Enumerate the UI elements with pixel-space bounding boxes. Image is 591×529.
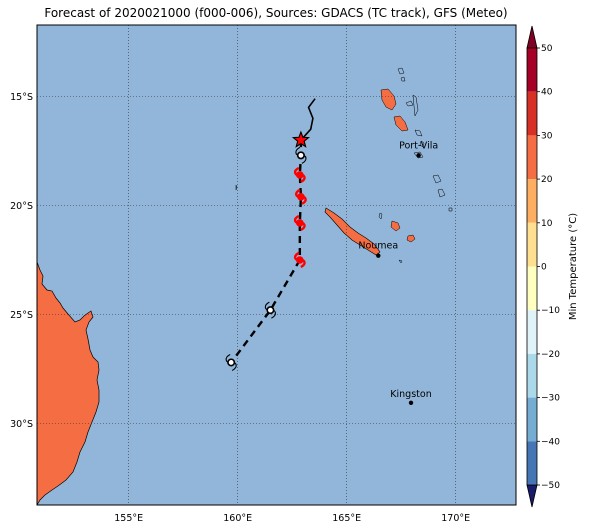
colorbar-band [527,266,537,311]
place-label-noumea: Noumea [358,241,398,252]
current-position-star-icon[interactable] [291,130,311,148]
colorbar-tick-label: −30 [541,394,560,404]
island-small-7 [432,174,442,184]
ocean-background [37,25,516,505]
colorbar-band [527,353,537,398]
land-new-caledonia [324,207,381,256]
colorbar-tick-label: 0 [541,263,547,273]
lat-tick-label: 15°S [10,92,33,103]
lon-tick-label: 165°E [332,513,361,524]
lat-tick-label: 30°S [10,419,33,430]
lat-tick-label: 25°S [10,310,33,321]
island-small-11 [378,212,383,220]
colorbar-extend-top [526,25,538,49]
observed-track-line [300,98,316,141]
forecast-point-marker[interactable] [225,353,237,371]
colorbar-tick-label: 40 [541,88,553,98]
colorbar-tick-label: −20 [541,350,560,360]
figure-title: Forecast of 2020021000 (f000-006), Sourc… [44,6,508,20]
place-label-kingston: Kingston [390,389,431,400]
colorbar-band [527,48,537,92]
island-small-8 [437,188,446,198]
lon-tick-label: 155°E [114,513,143,524]
colorbar-tick-label: 50 [541,44,553,54]
colorbar-tick-label: −40 [541,437,560,447]
island-small-6 [419,140,425,148]
lon-tick-label: 170°E [441,513,470,524]
colorbar: 50 40 30 20 10 0 −10 −20 −30 −40 −50 Min Temperatur… [526,25,579,508]
forecast-point-marker[interactable] [293,214,306,232]
colorbar-band [527,135,537,180]
forecast-point-marker[interactable] [264,301,276,319]
island-loyalty-2 [406,234,416,243]
island-malakula [393,115,409,132]
island-small-3 [405,100,414,107]
land-australia [37,261,100,505]
map-panel[interactable]: Port-Vila Noumea Kingston [36,24,517,506]
island-small-9 [448,207,453,212]
colorbar-band [527,179,537,223]
island-small-1 [397,67,405,75]
lat-tick-label: 20°S [10,201,33,212]
colorbar-band [527,310,537,354]
gridlines [37,25,516,505]
map-frame [36,24,517,506]
colorbar-band [527,91,537,136]
forecast-point-marker[interactable] [295,188,307,205]
colorbar-label: Min Temperature (°C) [568,213,579,320]
colorbar-band [527,397,537,442]
place-label-port-vila: Port-Vila [399,140,438,151]
lon-tick-label: 160°E [223,513,252,524]
island-small-2 [400,76,406,82]
colorbar-tick-label: 10 [541,219,553,229]
place-dot-noumea [376,253,381,258]
forecast-point-marker[interactable] [295,146,307,164]
colorbar-tick-label: 20 [541,175,553,185]
forecast-point-marker[interactable] [293,166,306,184]
cyclone-track[interactable] [225,98,316,371]
place-dot-kingston [408,400,414,405]
places: Port-Vila Noumea Kingston [358,140,438,405]
island-efate [413,151,424,159]
forecast-point-marker[interactable] [293,251,306,269]
colorbar-extend-bottom [526,484,538,508]
colorbar-tick-label: 30 [541,131,553,141]
colorbar-band [527,441,537,485]
island-espiritu-santo [380,88,397,111]
colorbar-tick-label: −50 [541,481,560,491]
island-small-5 [414,129,423,137]
island-small-10 [398,259,403,264]
island-small-12 [235,184,238,191]
place-dot-port-vila [416,153,421,158]
island-loyalty-1 [390,220,401,232]
colorbar-tick-label: −10 [541,306,560,316]
colorbar-band [527,222,537,267]
axis-ticks: 155°E 160°E 165°E 170°E 15°S 20°S 25°S 30°S [10,92,470,524]
